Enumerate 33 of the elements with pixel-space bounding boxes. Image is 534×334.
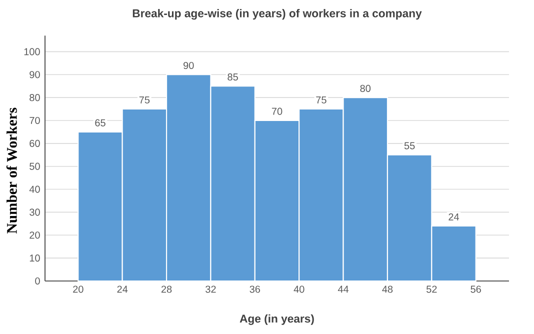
x-tick-label: 36	[250, 286, 260, 293]
y-tick-label: 90	[30, 71, 40, 78]
data-label: 75	[316, 96, 326, 104]
x-tick-label: 52	[426, 286, 437, 293]
y-tick-label: 0	[35, 277, 40, 285]
data-label: 55	[404, 142, 415, 150]
x-tick-label: 24	[117, 286, 128, 293]
data-label: 24	[448, 213, 460, 220]
y-tick-label: 70	[30, 116, 40, 124]
x-axis-title: Age (in years)	[240, 314, 314, 325]
x-tick-label: 48	[382, 286, 393, 293]
data-label: 75	[139, 96, 150, 104]
x-tick-label: 20	[73, 286, 84, 293]
y-tick-label: 100	[24, 48, 40, 56]
y-tick-label: 60	[30, 140, 40, 147]
x-tick-label: 56	[470, 286, 481, 293]
y-tick-label: 50	[30, 162, 40, 170]
x-tick-label: 32	[206, 286, 216, 293]
data-label: 70	[272, 108, 282, 115]
y-axis-title: Number of Workers	[6, 108, 17, 234]
data-label: 65	[95, 119, 106, 126]
x-tick-label: 28	[161, 286, 172, 293]
x-tick-label: 44	[338, 286, 349, 293]
chart-title: Break-up age-wise (in years) of workers in a company	[132, 9, 422, 20]
y-tick-label: 30	[30, 208, 40, 216]
data-label: 80	[360, 84, 371, 92]
data-label: 90	[184, 62, 194, 70]
x-tick-label: 40	[294, 286, 304, 293]
y-tick-label: 20	[30, 232, 40, 239]
y-tick-label: 80	[30, 94, 40, 102]
y-tick-label: 40	[29, 186, 40, 193]
data-label: 85	[228, 73, 238, 81]
y-tick-label: 10	[30, 254, 40, 262]
